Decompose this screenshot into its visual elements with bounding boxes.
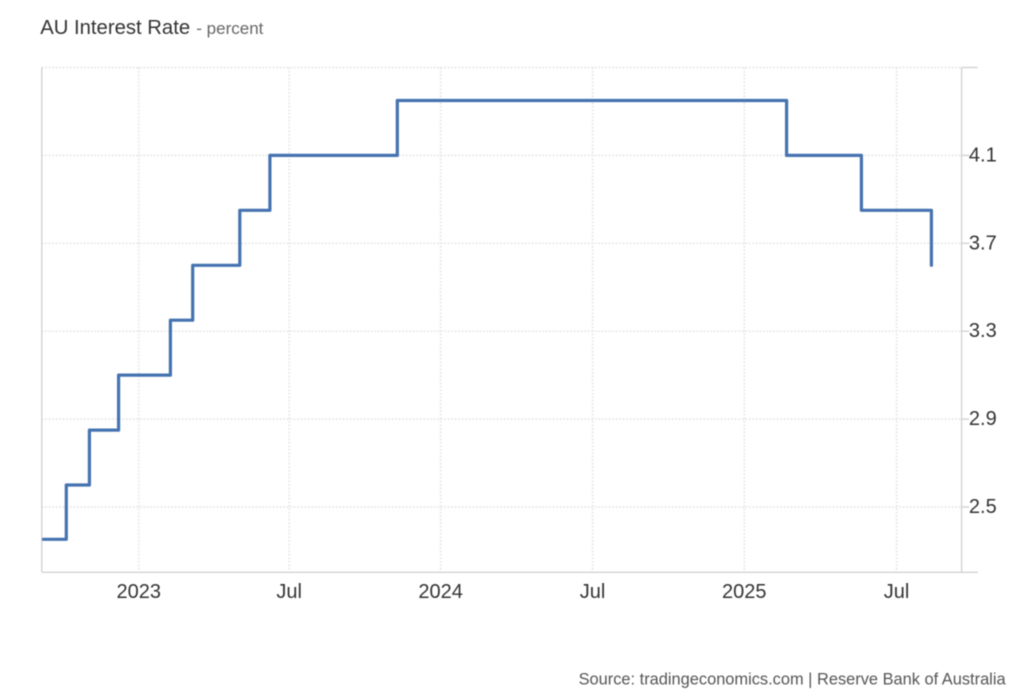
svg-text:Jul: Jul	[580, 581, 606, 603]
svg-text:2024: 2024	[418, 581, 463, 603]
svg-text:3.7: 3.7	[969, 232, 997, 254]
svg-text:2023: 2023	[117, 581, 162, 603]
svg-text:Jul: Jul	[276, 581, 302, 603]
svg-text:Jul: Jul	[884, 581, 910, 603]
svg-text:4.1: 4.1	[969, 144, 997, 166]
svg-text:Source: tradingeconomics.com |: Source: tradingeconomics.com | Reserve B…	[579, 671, 1007, 689]
svg-text:2025: 2025	[722, 581, 767, 603]
svg-text:3.3: 3.3	[969, 320, 997, 342]
svg-text:2.9: 2.9	[969, 408, 997, 430]
svg-text:AU Interest Rate: AU Interest Rate	[40, 17, 190, 39]
svg-text:- percent: - percent	[196, 19, 263, 38]
svg-text:2.5: 2.5	[969, 496, 997, 518]
